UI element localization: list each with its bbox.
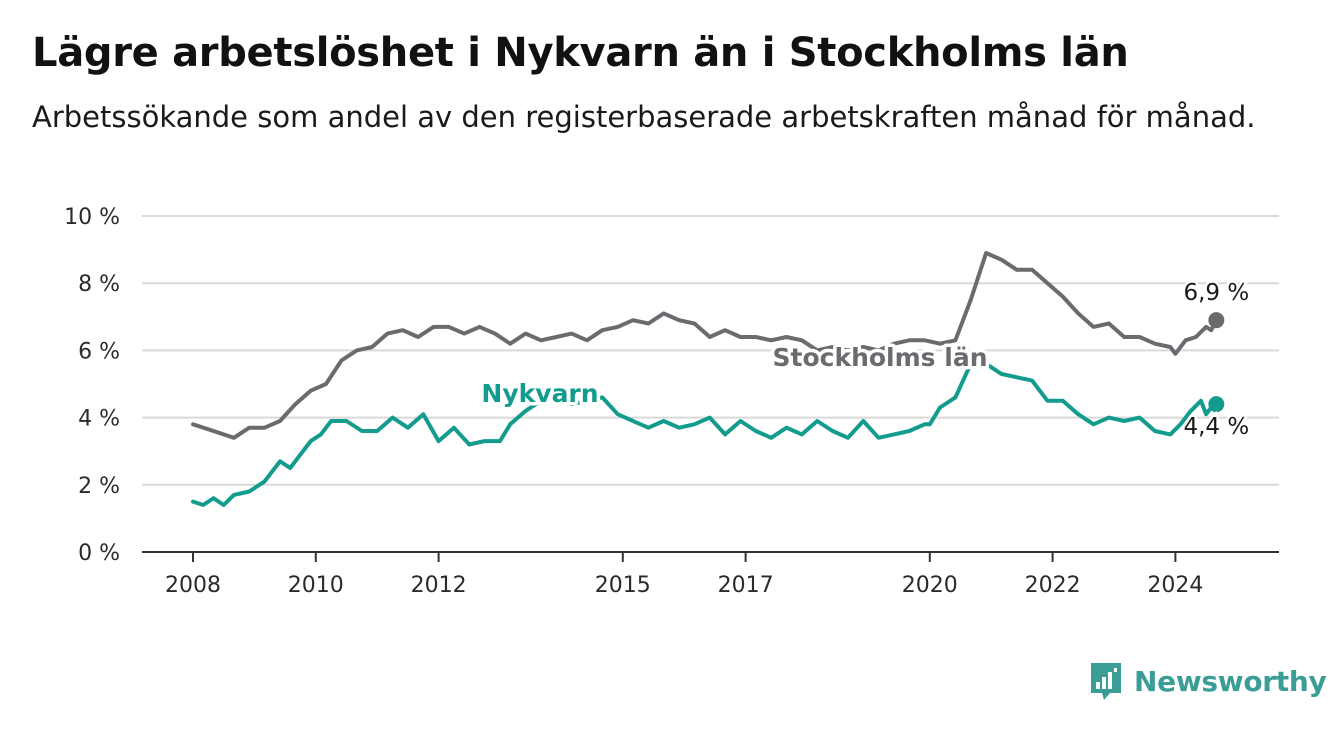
x-tick-label: 2015 xyxy=(595,573,651,598)
y-tick-label: 6 % xyxy=(78,339,120,364)
end-value-label: 4,4 % xyxy=(1183,414,1249,440)
x-tick-label: 2010 xyxy=(288,573,344,598)
y-tick-label: 0 % xyxy=(78,541,120,566)
x-axis-ticks: 2008 2010 2012 2015 2017 2020 2022 2024 xyxy=(165,552,1203,598)
end-value-label: 6,9 % xyxy=(1183,280,1249,306)
grid-lines xyxy=(142,215,1279,486)
end-point-marker xyxy=(1208,312,1225,329)
newsworthy-logo-icon xyxy=(1091,663,1121,700)
x-tick-label: 2017 xyxy=(718,573,774,598)
end-point-marker xyxy=(1208,396,1225,413)
x-tick-label: 2008 xyxy=(165,573,221,598)
x-tick-label: 2024 xyxy=(1147,573,1203,598)
chart-title: Lägre arbetslöshet i Nykvarn än i Stockh… xyxy=(32,30,1129,76)
brand-name: Newsworthy xyxy=(1134,664,1327,698)
x-tick-label: 2020 xyxy=(902,573,958,598)
series-line-1 xyxy=(191,361,1219,507)
x-tick-label: 2012 xyxy=(411,573,467,598)
chart-subtitle: Arbetssökande som andel av den registerb… xyxy=(32,100,1256,134)
series-lines xyxy=(191,251,1225,507)
series-line-0 xyxy=(191,251,1219,440)
x-tick-label: 2022 xyxy=(1025,573,1081,598)
y-tick-label: 2 % xyxy=(78,474,120,499)
series-name-label: Stockholms län xyxy=(773,343,988,372)
y-axis-ticks: 0 % 2 % 4 % 6 % 8 % 10 % xyxy=(64,205,120,566)
y-tick-label: 10 % xyxy=(64,205,120,230)
series-name-label: Nykvarn xyxy=(481,379,598,408)
newsworthy-logo: Newsworthy xyxy=(1088,660,1327,702)
y-tick-label: 4 % xyxy=(78,407,120,432)
series-labels: Stockholms län 6,9 % Nykvarn 4,4 % xyxy=(478,278,1252,443)
y-tick-label: 8 % xyxy=(78,272,120,297)
